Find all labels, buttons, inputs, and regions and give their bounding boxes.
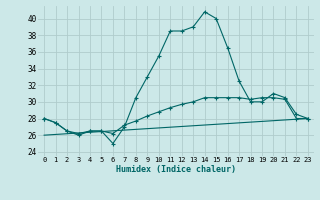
X-axis label: Humidex (Indice chaleur): Humidex (Indice chaleur) (116, 165, 236, 174)
